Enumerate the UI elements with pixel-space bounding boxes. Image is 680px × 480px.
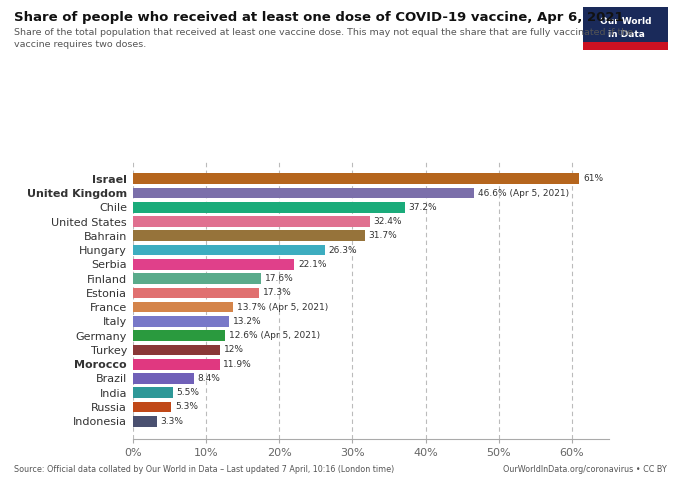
Text: 17.6%: 17.6%	[265, 274, 294, 283]
Text: 5.5%: 5.5%	[177, 388, 199, 397]
Text: OurWorldInData.org/coronavirus • CC BY: OurWorldInData.org/coronavirus • CC BY	[503, 465, 666, 474]
Bar	[133, 387, 173, 398]
Text: Source: Official data collated by Our World in Data – Last updated 7 April, 10:1: Source: Official data collated by Our Wo…	[14, 465, 394, 474]
Bar	[133, 402, 171, 412]
Bar	[583, 42, 668, 50]
Bar	[133, 216, 370, 227]
Text: 8.4%: 8.4%	[198, 374, 220, 383]
Bar	[133, 245, 325, 255]
Text: 11.9%: 11.9%	[224, 360, 252, 369]
Text: 12%: 12%	[224, 346, 244, 354]
Text: 13.2%: 13.2%	[233, 317, 262, 326]
Text: 17.3%: 17.3%	[263, 288, 292, 298]
Text: 31.7%: 31.7%	[369, 231, 397, 240]
Bar	[133, 302, 233, 312]
Text: Our World: Our World	[600, 17, 651, 26]
Bar	[133, 416, 157, 427]
Bar	[133, 188, 474, 198]
Text: 13.7% (Apr 5, 2021): 13.7% (Apr 5, 2021)	[237, 302, 328, 312]
Bar	[133, 202, 405, 213]
Bar	[133, 259, 294, 270]
Text: 5.3%: 5.3%	[175, 402, 198, 411]
Bar	[133, 288, 259, 298]
Text: 22.1%: 22.1%	[298, 260, 326, 269]
Text: 61%: 61%	[583, 174, 603, 183]
Text: 3.3%: 3.3%	[160, 417, 184, 426]
Text: 32.4%: 32.4%	[373, 217, 402, 226]
Text: 12.6% (Apr 5, 2021): 12.6% (Apr 5, 2021)	[228, 331, 320, 340]
Text: 46.6% (Apr 5, 2021): 46.6% (Apr 5, 2021)	[477, 189, 568, 198]
Text: 26.3%: 26.3%	[329, 246, 358, 254]
Text: Share of the total population that received at least one vaccine dose. This may : Share of the total population that recei…	[14, 28, 632, 49]
Bar	[133, 173, 579, 184]
Bar	[133, 345, 220, 355]
Text: 37.2%: 37.2%	[409, 203, 437, 212]
Bar	[133, 373, 194, 384]
Bar	[133, 330, 225, 341]
Bar	[133, 316, 229, 327]
Bar	[133, 230, 364, 241]
Bar	[133, 359, 220, 370]
Text: Share of people who received at least one dose of COVID-19 vaccine, Apr 6, 2021: Share of people who received at least on…	[14, 11, 624, 24]
Bar	[133, 273, 262, 284]
Text: in Data: in Data	[607, 30, 645, 39]
